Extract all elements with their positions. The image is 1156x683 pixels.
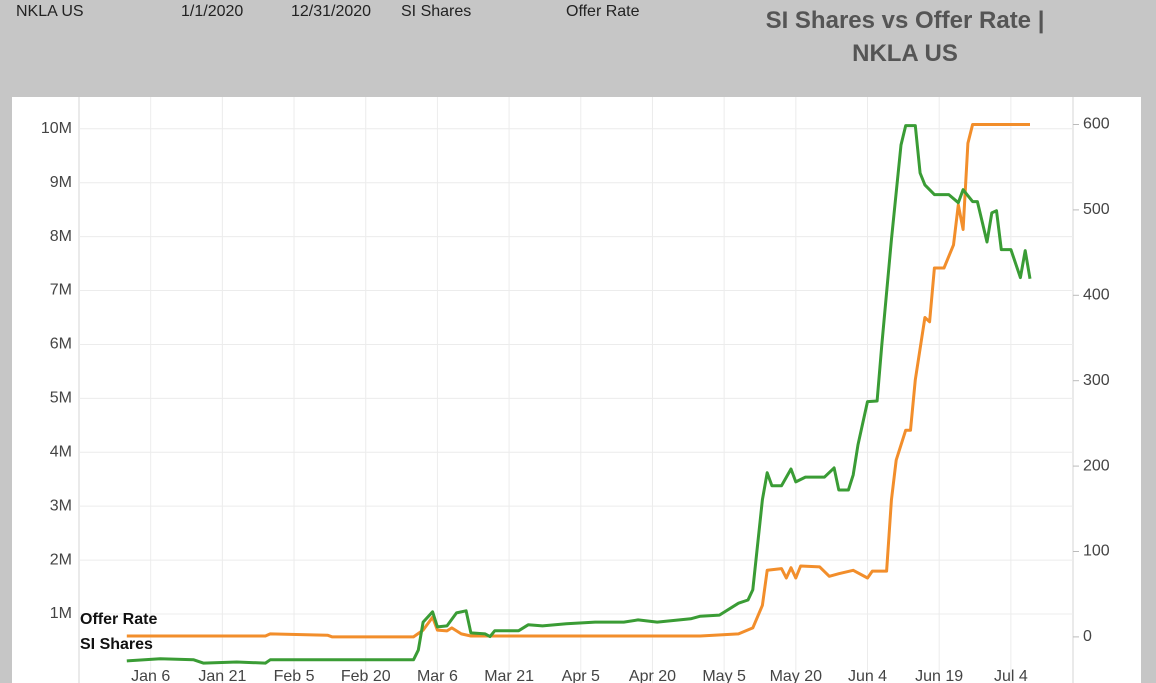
- x-tick-label: Apr 5: [562, 668, 600, 683]
- y-tick-label: 9M: [50, 174, 72, 191]
- x-tick-label: May 5: [702, 668, 746, 683]
- y2-tick-label: 400: [1083, 287, 1110, 304]
- y-tick-label: 6M: [50, 336, 72, 353]
- y-tick-label: 4M: [50, 443, 72, 460]
- x-tick-label: Feb 20: [341, 668, 391, 683]
- y2-tick-label: 200: [1083, 457, 1110, 474]
- y-tick-label: 3M: [50, 497, 72, 514]
- chart-title: SI Shares vs Offer Rate | NKLA US: [765, 7, 1045, 67]
- x-tick-label: Apr 20: [629, 668, 676, 683]
- header-measure: Offer Rate: [566, 3, 640, 20]
- y-tick-label: 7M: [50, 282, 72, 299]
- legend-label: SI Shares: [80, 636, 153, 653]
- plot-panel: [12, 97, 1141, 683]
- y-tick-label: 8M: [50, 228, 72, 245]
- header-measure: SI Shares: [401, 3, 472, 20]
- x-tick-label: Jan 21: [198, 668, 246, 683]
- x-tick-label: Jul 4: [994, 668, 1028, 683]
- x-tick-label: Jun 19: [915, 668, 963, 683]
- y-tick-label: 5M: [50, 390, 72, 407]
- x-tick-label: Feb 5: [274, 668, 315, 683]
- x-tick-label: Mar 21: [484, 668, 534, 683]
- header-end-date: 12/31/2020: [291, 3, 372, 20]
- header-ticker: NKLA US: [16, 3, 84, 20]
- y2-tick-label: 500: [1083, 201, 1110, 218]
- legend-label: Offer Rate: [80, 611, 157, 628]
- x-tick-label: May 20: [770, 668, 823, 683]
- y2-tick-label: 100: [1083, 543, 1110, 560]
- x-tick-label: Mar 6: [417, 668, 458, 683]
- x-tick-label: Jun 4: [848, 668, 887, 683]
- header-start-date: 1/1/2020: [181, 3, 244, 20]
- y2-tick-label: 600: [1083, 116, 1110, 133]
- y-tick-label: 10M: [41, 120, 72, 137]
- y2-tick-label: 300: [1083, 372, 1110, 389]
- series-line: [126, 124, 1032, 665]
- y2-tick-label: 0: [1083, 628, 1092, 645]
- x-tick-label: Jan 6: [131, 668, 170, 683]
- y-tick-label: 1M: [50, 605, 72, 622]
- y-tick-label: 2M: [50, 551, 72, 568]
